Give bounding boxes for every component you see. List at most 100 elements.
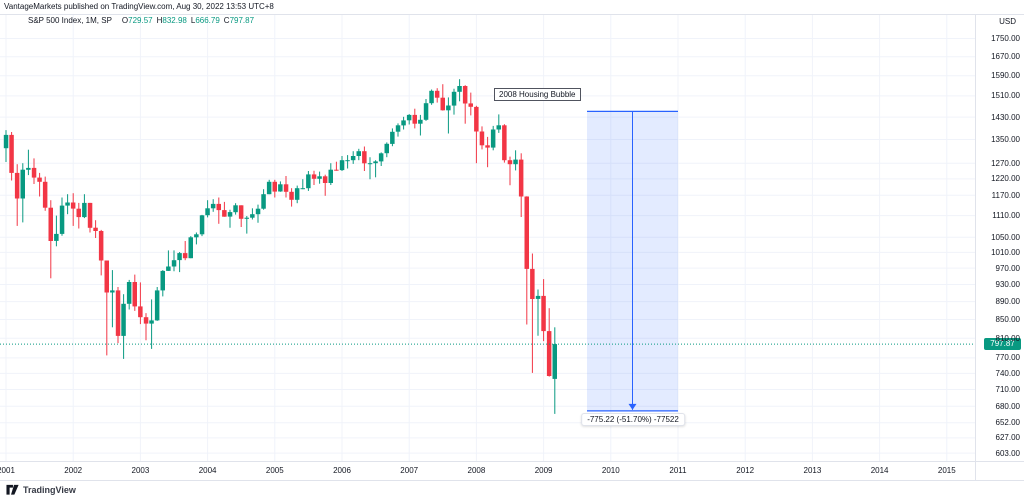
candle-2007-05 (429, 89, 434, 105)
price-tick-label: 1750.00 (991, 34, 1020, 43)
year-label: 2011 (669, 466, 687, 475)
measure-tool-label: -775.22 (-51.70%) -77522 (581, 413, 685, 426)
price-tick-label: 810.00 (995, 333, 1020, 343)
year-label: 2004 (198, 466, 217, 475)
candle-2008-03 (485, 136, 490, 168)
candle-2003-05 (160, 270, 165, 297)
candle-2003-12 (199, 214, 205, 237)
candle-2005-02 (278, 181, 283, 192)
year-label: 2015 (937, 466, 956, 475)
chart-bottom-border (0, 480, 1024, 481)
candle-2001-07 (37, 172, 42, 197)
candle-2008-08 (513, 150, 518, 171)
year-label: 2007 (400, 466, 419, 475)
tradingview-logo-icon (6, 484, 19, 495)
candle-2003-08 (177, 252, 182, 273)
candle-2003-11 (194, 232, 199, 245)
candle-2002-10 (121, 294, 126, 359)
time-axis-border (0, 461, 1024, 462)
tradingview-logo-text: TradingView (23, 485, 76, 495)
candle-2005-05 (294, 185, 300, 204)
candle-2006-09 (384, 142, 389, 158)
candle-2006-11 (395, 123, 401, 137)
candle-2006-04 (356, 148, 361, 161)
price-tick-label: 652.00 (995, 418, 1020, 428)
open-label: O (121, 16, 129, 25)
candle-2003-02 (143, 313, 149, 341)
year-label: 2010 (601, 466, 620, 475)
low-label: L (190, 16, 196, 25)
year-label: 2006 (333, 466, 351, 475)
candle-2004-10 (255, 204, 261, 223)
candle-2008-02 (479, 126, 485, 150)
price-tick-label: 627.00 (995, 433, 1020, 443)
candle-2008-04 (490, 125, 496, 151)
price-tick-label: 1170.00 (991, 190, 1020, 200)
price-tick-label: 970.00 (995, 263, 1020, 273)
candle-2002-05 (93, 220, 98, 238)
high-value: 832.98 (162, 16, 187, 25)
candle-2001-11 (59, 197, 65, 236)
price-tick-label: 1010.00 (991, 247, 1020, 257)
candle-2001-12 (65, 194, 70, 215)
candle-2004-01 (205, 200, 210, 218)
candle-2007-04 (423, 99, 429, 121)
high-label: H (156, 16, 163, 25)
candle-2002-12 (132, 274, 137, 311)
candle-2004-11 (261, 189, 266, 210)
candle-2004-12 (266, 179, 272, 195)
candle-2002-07 (104, 260, 109, 356)
candle-2007-03 (418, 114, 423, 136)
price-tick-label: 850.00 (995, 315, 1020, 324)
candle-2001-03 (14, 164, 20, 226)
candle-2003-04 (154, 287, 160, 321)
candle-2007-08 (446, 97, 451, 134)
candle-2004-02 (210, 199, 216, 212)
year-label: 2012 (736, 466, 755, 475)
tradingview-watermark[interactable]: TradingView (6, 484, 76, 496)
price-axis-border (975, 14, 976, 480)
candle-2003-09 (182, 241, 188, 261)
candle-2001-09 (48, 200, 53, 279)
price-tick-label: 1220.00 (991, 174, 1020, 184)
candle-2005-09 (317, 171, 322, 184)
candle-2009-02 (546, 308, 552, 377)
candle-2005-07 (306, 171, 311, 191)
chart-top-border (0, 14, 1024, 15)
year-label: 2008 (467, 466, 486, 475)
candle-2007-10 (457, 79, 462, 102)
price-tick-label: 740.00 (995, 368, 1020, 378)
time-axis[interactable]: 2001 2002 2003 2004 2005 2006 2007 2008 2009 2010… (0, 462, 975, 480)
candle-2002-06 (98, 229, 104, 276)
candle-2004-06 (233, 203, 238, 215)
price-range-measure-tool[interactable] (587, 110, 678, 412)
candle-2006-10 (390, 128, 395, 147)
price-tick-label: 1590.00 (991, 71, 1020, 81)
price-axis[interactable]: USD 797.87 1750.00 1670.00 1590.00 1510.00 1… (975, 14, 1024, 461)
candle-2006-08 (378, 152, 384, 166)
candle-2004-09 (250, 208, 255, 220)
candle-2006-01 (339, 156, 345, 171)
annotation-housing-bubble[interactable]: 2008 Housing Bubble (494, 88, 581, 101)
price-tick-label: 1510.00 (991, 91, 1020, 101)
year-label: 2014 (870, 466, 889, 475)
candle-2002-08 (110, 270, 115, 328)
price-tick-label: 770.00 (995, 353, 1020, 363)
price-tick-label: 1050.00 (991, 232, 1020, 242)
year-label: 2013 (803, 466, 822, 475)
candle-2008-07 (507, 156, 513, 186)
candle-2007-01 (406, 114, 412, 125)
year-label: 2009 (534, 466, 553, 475)
candle-2002-03 (82, 194, 87, 219)
price-tick-label: 1270.00 (991, 158, 1020, 168)
candle-2005-06 (300, 179, 305, 190)
candle-2008-11 (530, 253, 535, 373)
candle-2008-12 (535, 289, 541, 336)
candle-2003-10 (188, 236, 193, 259)
candle-2006-03 (350, 151, 356, 164)
candle-2008-01 (474, 105, 479, 164)
last-price-badge: 797.87 (984, 338, 1021, 351)
publish-header: VantageMarkets published on TradingView.… (4, 2, 274, 11)
